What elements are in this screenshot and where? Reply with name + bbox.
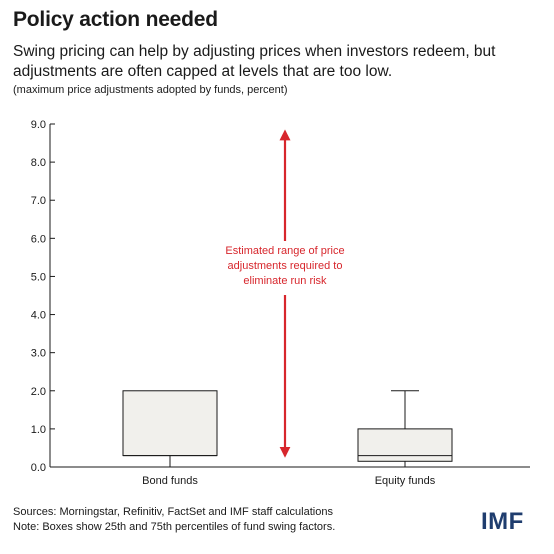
category-label: Bond funds bbox=[142, 475, 198, 487]
imf-logo: IMF bbox=[481, 508, 524, 535]
note-text: Note: Boxes show 25th and 75th percentil… bbox=[13, 521, 336, 533]
box-iqr bbox=[122, 390, 218, 457]
box-iqr bbox=[357, 428, 453, 462]
chart-title: Policy action needed bbox=[13, 8, 218, 31]
y-tick-label: 5.0 bbox=[31, 271, 46, 283]
unit-note: (maximum price adjustments adopted by fu… bbox=[13, 84, 288, 96]
y-tick-label: 0.0 bbox=[31, 462, 46, 474]
y-tick-label: 1.0 bbox=[31, 424, 46, 436]
y-tick-label: 8.0 bbox=[31, 157, 46, 169]
sources-text: Sources: Morningstar, Refinitiv, FactSet… bbox=[13, 506, 333, 518]
y-tick-label: 7.0 bbox=[31, 195, 46, 207]
annotation-text: eliminate run risk bbox=[243, 275, 327, 287]
y-tick-label: 4.0 bbox=[31, 310, 46, 322]
annotation-text: adjustments required to bbox=[228, 260, 343, 272]
category-label: Equity funds bbox=[375, 475, 436, 487]
annotation-text: Estimated range of price bbox=[225, 245, 344, 257]
footnotes: Sources: Morningstar, Refinitiv, FactSet… bbox=[13, 505, 335, 535]
y-tick-label: 2.0 bbox=[31, 386, 46, 398]
y-tick-label: 6.0 bbox=[31, 233, 46, 245]
y-tick-label: 3.0 bbox=[31, 348, 46, 360]
y-tick-label: 9.0 bbox=[31, 119, 46, 131]
chart-subtitle: Swing pricing can help by adjusting pric… bbox=[13, 43, 496, 80]
